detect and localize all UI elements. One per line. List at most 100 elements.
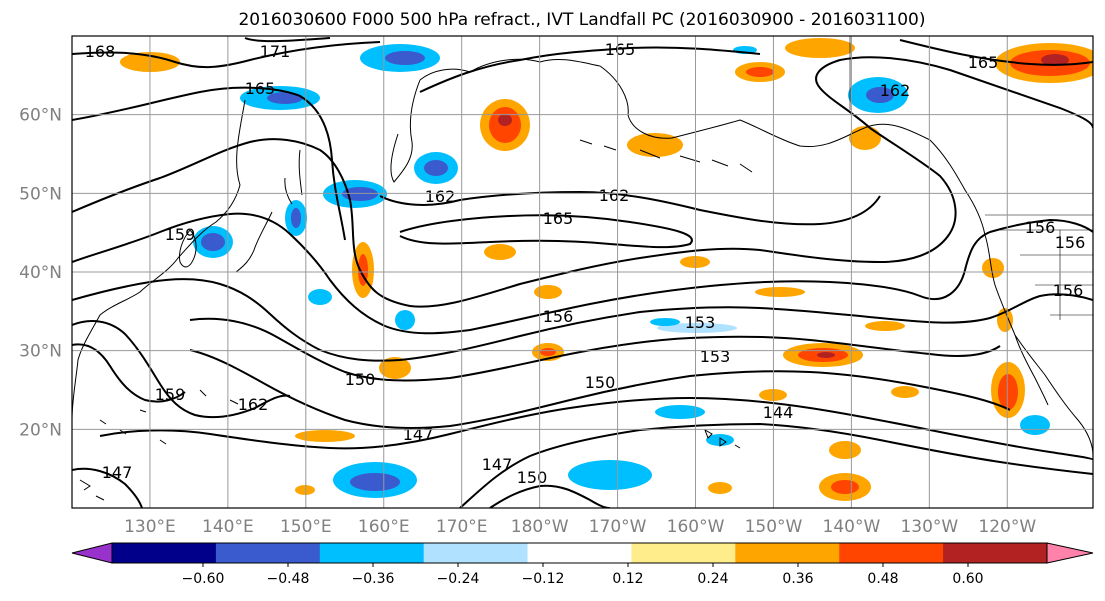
contour-label: 156 <box>1025 218 1056 237</box>
siberia-coastline <box>419 58 601 81</box>
gridlines <box>72 36 1093 508</box>
contour-label: 144 <box>763 403 794 422</box>
contour-153 <box>189 317 1001 382</box>
contour-label: 171 <box>260 42 291 61</box>
colorbar-bin <box>631 543 736 563</box>
height-contours <box>72 37 1093 508</box>
aleutian-islands <box>579 139 753 173</box>
lon-tick-label: 150°E <box>280 517 332 537</box>
contour-label: 156 <box>1055 233 1086 252</box>
colorbar-tick-label: 0.48 <box>867 571 898 587</box>
negative-anomaly-region <box>193 44 1050 498</box>
kamchatka-coastline <box>390 79 421 183</box>
contour-label: 168 <box>85 42 116 61</box>
colorbar-bin <box>839 543 944 563</box>
contour-156 <box>72 278 1093 362</box>
contour-label: 147 <box>102 463 133 482</box>
contour-165-mid <box>399 214 693 249</box>
canada-border <box>849 36 1093 216</box>
colorbar-bin <box>423 543 529 563</box>
lon-tick-label: 120°W <box>978 517 1036 537</box>
colorbar-bin <box>943 543 1048 563</box>
lon-tick-label: 130°E <box>124 517 176 537</box>
latitude-axis: 60°N 50°N 40°N 30°N 20°N <box>19 106 62 441</box>
contour-label: 147 <box>403 425 434 444</box>
contour-labels: 168 171 165 165 165 162 162 162 165 159 … <box>85 40 1086 487</box>
lon-tick-label: 180°W <box>511 517 569 537</box>
contour-162-west <box>72 320 291 419</box>
contour-label: 147 <box>482 455 513 474</box>
korea-coastline <box>179 229 197 268</box>
anomaly-shading <box>120 38 1093 501</box>
contour-label: 150 <box>345 370 376 389</box>
colorbar-tick-label: −0.36 <box>352 571 395 587</box>
contour-label: 159 <box>165 225 196 244</box>
baja-california-coastline <box>1014 334 1049 406</box>
colorbar-extend-max <box>1046 542 1094 564</box>
colorbar-tick-label: −0.24 <box>437 571 480 587</box>
contour-162-inner <box>379 190 881 226</box>
map-panel: 168 171 165 165 165 162 162 162 165 159 … <box>71 35 1094 509</box>
contour-label: 156 <box>1053 281 1084 300</box>
contour-168 <box>72 41 381 69</box>
contour-150-south <box>489 484 611 508</box>
longitude-axis: 130°E 140°E 150°E 160°E 170°E 180°W 170°W 160°W… <box>124 517 1036 537</box>
colorbar: −0.60 −0.48 −0.36 −0.24 −0.12 0.12 0.24 0.36 0.4… <box>71 542 1094 587</box>
lon-tick-label: 140°W <box>823 517 881 537</box>
contour-label: 162 <box>238 395 269 414</box>
contour-165-north-east <box>419 46 761 93</box>
contour-label: 156 <box>543 307 574 326</box>
contour-label: 150 <box>585 373 616 392</box>
colorbar-frame <box>111 542 1048 564</box>
colorbar-tick-label: −0.48 <box>267 571 310 587</box>
contour-150 <box>189 349 1011 429</box>
contour-label: 162 <box>599 186 630 205</box>
lon-tick-label: 170°E <box>436 517 488 537</box>
lat-tick-label: 30°N <box>19 342 62 362</box>
contour-171 <box>244 37 331 43</box>
contour-144 <box>459 422 1093 508</box>
contour-label: 165 <box>968 53 999 72</box>
map-title: 2016030600 F000 500 hPa refract., IVT La… <box>238 10 925 30</box>
contour-147-southwest <box>72 467 143 508</box>
colorbar-bin <box>527 543 632 563</box>
lat-tick-label: 20°N <box>19 420 62 440</box>
lat-tick-label: 40°N <box>19 263 62 283</box>
lon-tick-label: 140°E <box>202 517 254 537</box>
lon-tick-label: 160°E <box>358 517 410 537</box>
contour-label: 153 <box>700 347 731 366</box>
colorbar-bin <box>319 543 425 563</box>
colorbar-tick-label: 0.36 <box>782 571 813 587</box>
lat-tick-label: 50°N <box>19 184 62 204</box>
contour-label: 150 <box>517 468 548 487</box>
colorbar-tick-label: −0.12 <box>522 571 565 587</box>
contour-162 <box>72 56 1093 308</box>
lon-tick-label: 160°W <box>667 517 725 537</box>
colorbar-bin <box>215 543 321 563</box>
colorbar-extend-min <box>71 542 113 564</box>
contour-label: 165 <box>543 209 574 228</box>
map-frame <box>71 35 1094 509</box>
colorbar-tick-label: 0.60 <box>952 571 983 587</box>
us-state-borders <box>1000 229 1093 320</box>
colorbar-tick-label: 0.24 <box>697 571 728 587</box>
colorbar-tick-label: 0.12 <box>612 571 643 587</box>
contour-label: 165 <box>245 79 276 98</box>
contour-label: 153 <box>685 313 716 332</box>
contour-159-west <box>72 343 186 403</box>
contour-label: 165 <box>605 40 636 59</box>
contour-147 <box>99 396 1093 461</box>
contour-label: 162 <box>880 81 911 100</box>
contour-165-northeast <box>899 39 1093 66</box>
lon-tick-label: 130°W <box>900 517 958 537</box>
colorbar-tick-label: −0.60 <box>182 571 225 587</box>
contour-159 <box>72 212 1093 335</box>
sakhalin-coastline <box>298 149 303 196</box>
lat-tick-label: 60°N <box>19 106 62 126</box>
hawaii-islands <box>704 428 741 449</box>
contour-165-north <box>72 86 346 241</box>
lon-tick-label: 170°W <box>589 517 647 537</box>
contour-label: 162 <box>425 187 456 206</box>
colorbar-bin <box>735 543 840 563</box>
lon-tick-label: 150°W <box>745 517 803 537</box>
